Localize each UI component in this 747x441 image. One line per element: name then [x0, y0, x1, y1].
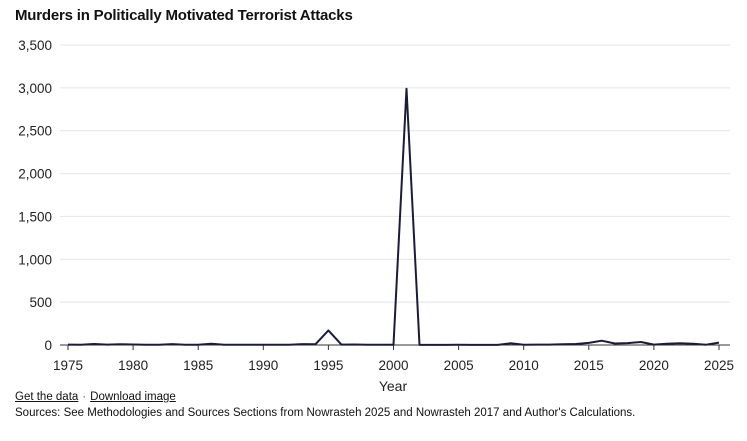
download-image-link[interactable]: Download image: [90, 391, 176, 403]
get-data-link[interactable]: Get the data: [15, 391, 79, 403]
y-tick-label-0: 0: [44, 338, 52, 353]
data-point-2016[interactable]: [599, 338, 605, 344]
data-point-1975[interactable]: [65, 342, 71, 348]
data-point-1998[interactable]: [364, 342, 370, 348]
data-point-2023[interactable]: [690, 341, 696, 347]
data-point-1985[interactable]: [195, 342, 201, 348]
chart-title: Murders in Politically Motivated Terrori…: [15, 7, 353, 24]
data-point-2010[interactable]: [521, 342, 527, 348]
chart-links: Get the data · Download image: [15, 391, 176, 403]
y-tick-label-2000: 2,000: [18, 167, 52, 182]
y-tick-label-2500: 2,500: [18, 124, 52, 139]
data-point-1987[interactable]: [221, 342, 227, 348]
data-point-1977[interactable]: [91, 341, 97, 347]
data-point-2018[interactable]: [625, 340, 631, 346]
y-tick-label-1000: 1,000: [18, 252, 52, 267]
x-tick-label-1990: 1990: [248, 358, 278, 373]
data-point-1982[interactable]: [156, 342, 162, 348]
data-point-1980[interactable]: [130, 341, 136, 347]
data-point-2004[interactable]: [443, 342, 449, 348]
x-tick-label-1975: 1975: [53, 358, 83, 373]
gridlines: [60, 44, 730, 303]
data-point-1983[interactable]: [169, 341, 175, 347]
data-point-2009[interactable]: [508, 340, 514, 346]
data-point-1999[interactable]: [377, 342, 383, 348]
data-point-1992[interactable]: [286, 342, 292, 348]
x-tick-label-1980: 1980: [118, 358, 148, 373]
data-point-2001[interactable]: [404, 86, 410, 92]
data-point-2012[interactable]: [547, 342, 553, 348]
x-tick-label-2020: 2020: [639, 358, 669, 373]
data-point-2020[interactable]: [651, 342, 657, 348]
y-axis-ticks: 0 500 1,000 1,500 2,000 2,500 3,000 3,500: [18, 38, 52, 353]
data-point-1984[interactable]: [182, 342, 188, 348]
series-layer: [65, 86, 722, 348]
data-point-2024[interactable]: [703, 342, 709, 348]
x-tick-label-2005: 2005: [444, 358, 474, 373]
data-point-2000[interactable]: [391, 342, 397, 348]
data-point-1993[interactable]: [299, 341, 305, 347]
x-tick-label-2025: 2025: [704, 358, 734, 373]
data-point-1981[interactable]: [143, 342, 149, 348]
data-point-1997[interactable]: [351, 341, 357, 347]
data-point-2003[interactable]: [430, 342, 436, 348]
y-tick-label-1500: 1,500: [18, 209, 52, 224]
data-point-2013[interactable]: [560, 341, 566, 347]
data-point-2002[interactable]: [417, 342, 423, 348]
data-point-2007[interactable]: [482, 342, 488, 348]
data-point-2006[interactable]: [469, 342, 475, 348]
data-point-2008[interactable]: [495, 342, 501, 348]
data-point-2017[interactable]: [612, 340, 618, 346]
data-point-1989[interactable]: [247, 342, 253, 348]
data-point-1996[interactable]: [338, 342, 344, 348]
x-tick-label-2015: 2015: [574, 358, 604, 373]
y-tick-label-3000: 3,000: [18, 81, 52, 96]
data-point-2015[interactable]: [586, 340, 592, 346]
data-point-1978[interactable]: [104, 342, 110, 348]
x-tick-label-2010: 2010: [509, 358, 539, 373]
x-axis: 1975 1980 1985 1990 1995 2000 2005 2010 2015 2020…: [53, 344, 734, 373]
data-point-1976[interactable]: [78, 342, 84, 348]
x-axis-title: Year: [379, 378, 408, 394]
data-point-2005[interactable]: [456, 342, 462, 348]
data-point-2011[interactable]: [534, 342, 540, 348]
data-point-1994[interactable]: [312, 341, 318, 347]
data-point-1995[interactable]: [325, 327, 331, 333]
data-point-2025[interactable]: [716, 340, 722, 346]
data-point-1988[interactable]: [234, 342, 240, 348]
data-point-1991[interactable]: [273, 342, 279, 348]
x-tick-label-1985: 1985: [183, 358, 213, 373]
x-tick-label-1995: 1995: [313, 358, 343, 373]
data-point-1986[interactable]: [208, 341, 214, 347]
data-point-1979[interactable]: [117, 341, 123, 347]
data-point-2021[interactable]: [664, 341, 670, 347]
series-line-murders: [67, 87, 720, 346]
data-point-2014[interactable]: [573, 341, 579, 347]
x-tick-label-2000: 2000: [378, 358, 408, 373]
link-separator: ·: [82, 391, 87, 403]
y-tick-label-3500: 3,500: [18, 38, 52, 53]
sources-note: Sources: See Methodologies and Sources S…: [15, 407, 636, 419]
data-point-2019[interactable]: [638, 339, 644, 345]
y-tick-label-500: 500: [29, 295, 52, 310]
data-point-1990[interactable]: [260, 342, 266, 348]
data-point-2022[interactable]: [677, 340, 683, 346]
